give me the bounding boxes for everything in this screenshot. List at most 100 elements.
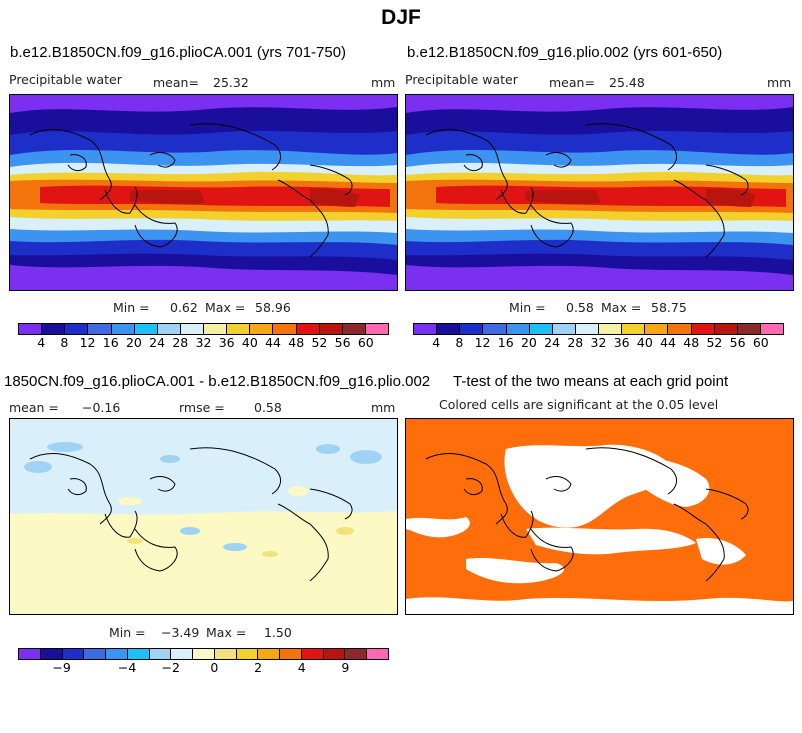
colorbar-tick-label: 8 (455, 335, 464, 350)
colorbar-tick-label: −4 (117, 660, 137, 675)
colorbar-tick-label: 56 (729, 335, 746, 350)
colorbar-tick-label: 36 (218, 335, 235, 350)
colorbar-tick-label: 24 (544, 335, 561, 350)
colorbar-tick-label: 48 (288, 335, 305, 350)
colorbar-swatch (280, 649, 302, 659)
panel3-min-label: Min = (109, 625, 146, 640)
panel1-max-label: Max = (205, 300, 246, 315)
panel4-map-svg (406, 419, 793, 614)
panel2-colorbar (413, 323, 784, 335)
colorbar-tick-label: 44 (265, 335, 282, 350)
colorbar-swatch (737, 324, 761, 334)
panel3-colorbar-ticks: −9 −4 −2 0 2 4 9 (18, 660, 389, 676)
colorbar-swatch (180, 324, 204, 334)
colorbar-swatch (134, 324, 158, 334)
panel2-mean: 25.48 (609, 75, 645, 90)
colorbar-tick-label: 4 (432, 335, 441, 350)
colorbar-swatch (236, 649, 259, 659)
colorbar-swatch (171, 649, 194, 659)
colorbar-swatch (258, 649, 281, 659)
panel1-map-svg (10, 95, 397, 290)
colorbar-tick-label: 52 (311, 335, 328, 350)
colorbar-tick-label: 24 (149, 335, 166, 350)
panel1-mean: 25.32 (213, 75, 249, 90)
panel3-units: mm (371, 400, 396, 415)
colorbar-tick-label: 32 (590, 335, 607, 350)
colorbar-swatch (342, 324, 366, 334)
colorbar-swatch (19, 649, 41, 659)
colorbar-tick-label: 12 (79, 335, 96, 350)
colorbar-swatch (365, 324, 388, 334)
colorbar-swatch (506, 324, 530, 334)
colorbar-tick-label: −9 (52, 660, 71, 675)
colorbar-tick-label: 40 (636, 335, 653, 350)
colorbar-tick-label: 44 (660, 335, 677, 350)
colorbar-swatch (460, 324, 484, 334)
colorbar-swatch (645, 324, 669, 334)
colorbar-tick-label: 28 (567, 335, 584, 350)
panel3-colorbar (18, 648, 389, 660)
colorbar-tick-label: 2 (254, 660, 263, 675)
colorbar-swatch (84, 649, 107, 659)
panel3-map (9, 418, 398, 615)
colorbar-swatch (62, 649, 85, 659)
panel1-min: 0.62 (170, 300, 198, 315)
panel1-variable: Precipitable water (9, 72, 122, 87)
colorbar-tick-label: 56 (334, 335, 351, 350)
colorbar-tick-label: 8 (60, 335, 69, 350)
colorbar-tick-label: 20 (125, 335, 142, 350)
panel3-mean: −0.16 (82, 400, 121, 415)
panel4-subtitle: Colored cells are significant at the 0.0… (439, 397, 719, 412)
colorbar-swatch (19, 324, 43, 334)
colorbar-swatch (437, 324, 461, 334)
panel2-title: b.e12.B1850CN.f09_g16.plio.002 (yrs 601-… (407, 44, 723, 61)
panel4-title: T-test of the two means at each grid poi… (453, 373, 729, 390)
panel3-map-svg (10, 419, 397, 614)
colorbar-tick-label: 48 (683, 335, 700, 350)
colorbar-swatch (250, 324, 274, 334)
colorbar-swatch (714, 324, 738, 334)
colorbar-swatch (214, 649, 237, 659)
colorbar-swatch (483, 324, 507, 334)
panel2-max-label: Max = (601, 300, 642, 315)
panel2-units: mm (767, 75, 792, 90)
colorbar-tick-label: 40 (241, 335, 258, 350)
panel1-title: b.e12.B1850CN.f09_g16.plioCA.001 (yrs 70… (10, 44, 347, 61)
colorbar-swatch (204, 324, 228, 334)
colorbar-swatch (414, 324, 438, 334)
colorbar-swatch (127, 649, 150, 659)
panel3-rmse: 0.58 (254, 400, 282, 415)
panel3-max: 1.50 (264, 625, 292, 640)
colorbar-swatch (42, 324, 66, 334)
colorbar-swatch (227, 324, 251, 334)
panel3-title: 1850CN.f09_g16.plioCA.001 - b.e12.B1850C… (4, 373, 431, 390)
colorbar-swatch (760, 324, 783, 334)
panel1-mean-label: mean= (153, 75, 199, 90)
panel1-colorbar (18, 323, 389, 335)
colorbar-swatch (106, 649, 128, 659)
panel2-min: 0.58 (566, 300, 594, 315)
colorbar-tick-label: 16 (497, 335, 514, 350)
colorbar-swatch (65, 324, 89, 334)
colorbar-swatch (40, 649, 63, 659)
colorbar-swatch (691, 324, 715, 334)
colorbar-swatch (301, 649, 324, 659)
colorbar-swatch (552, 324, 576, 334)
colorbar-swatch (296, 324, 320, 334)
colorbar-swatch (529, 324, 553, 334)
panel2-min-label: Min = (509, 300, 546, 315)
colorbar-tick-label: 4 (297, 660, 306, 675)
colorbar-tick-label: 9 (341, 660, 350, 675)
colorbar-swatch (273, 324, 297, 334)
panel3-max-label: Max = (206, 625, 247, 640)
panel1-max: 58.96 (255, 300, 291, 315)
panel2-variable: Precipitable water (405, 72, 518, 87)
colorbar-tick-label: 28 (172, 335, 189, 350)
panel3-rmse-label: rmse = (179, 400, 225, 415)
colorbar-tick-label: −2 (161, 660, 180, 675)
colorbar-swatch (599, 324, 623, 334)
colorbar-tick-label: 16 (102, 335, 119, 350)
colorbar-swatch (367, 649, 389, 659)
panel3-min: −3.49 (161, 625, 200, 640)
colorbar-swatch (622, 324, 646, 334)
